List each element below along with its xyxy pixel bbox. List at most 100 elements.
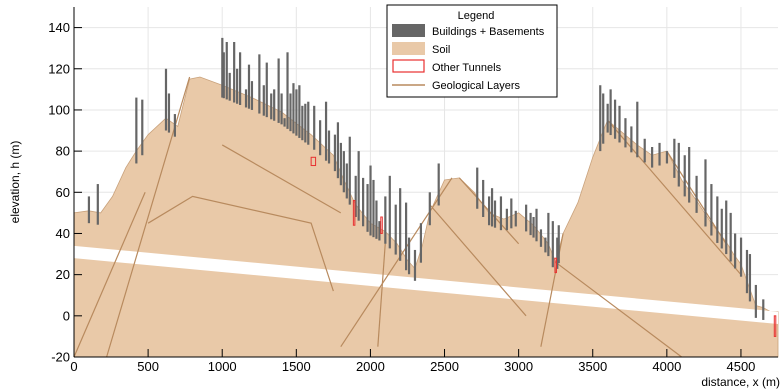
building-bar bbox=[602, 93, 605, 144]
y-tick-label: 20 bbox=[56, 267, 70, 282]
building-bar bbox=[407, 237, 411, 275]
other-tunnel bbox=[773, 315, 777, 337]
building-bar bbox=[280, 93, 283, 125]
building-bar bbox=[493, 200, 497, 228]
geological-layer-line bbox=[221, 144, 342, 214]
building-bar bbox=[606, 103, 609, 133]
legend-label-buildings: Buildings + Basements bbox=[432, 26, 545, 38]
building-bar bbox=[348, 136, 351, 205]
building-bar bbox=[173, 114, 176, 137]
building-bar bbox=[141, 99, 144, 156]
building-bar bbox=[164, 68, 168, 131]
legend-label-other-tunnels: Other Tunnels bbox=[432, 62, 502, 74]
building-bar bbox=[225, 42, 228, 100]
building-bar bbox=[375, 200, 378, 239]
geological-layer-line bbox=[555, 261, 683, 358]
building-bar bbox=[556, 237, 559, 269]
building-bar bbox=[618, 105, 621, 143]
x-tick-label: 4000 bbox=[652, 359, 681, 374]
building-bar bbox=[510, 198, 513, 229]
legend-label-soil: Soil bbox=[432, 44, 450, 56]
building-bar bbox=[135, 97, 138, 164]
building-bar bbox=[319, 120, 322, 156]
building-bar bbox=[514, 210, 517, 227]
x-ticks: 0 500 1000 1500 2000 2500 3000 3500 4000 4500 bbox=[70, 349, 755, 374]
building-bar bbox=[298, 85, 301, 138]
building-bar bbox=[428, 192, 431, 226]
building-bar bbox=[265, 62, 268, 118]
building-bar bbox=[369, 165, 372, 236]
geological-layer-line bbox=[429, 204, 527, 317]
building-bar bbox=[535, 208, 538, 242]
building-bar bbox=[301, 105, 304, 141]
x-tick-label: 2000 bbox=[356, 359, 385, 374]
other-tunnel bbox=[352, 200, 356, 226]
building-bar bbox=[745, 249, 749, 294]
building-bar bbox=[630, 126, 633, 153]
building-bar bbox=[283, 118, 286, 127]
building-bar bbox=[505, 208, 508, 231]
building-bar bbox=[599, 85, 602, 152]
building-bar bbox=[304, 103, 307, 143]
building-bar bbox=[729, 212, 732, 262]
building-bar bbox=[734, 233, 737, 269]
y-tick-label: 100 bbox=[48, 102, 70, 117]
building-bar bbox=[704, 159, 707, 227]
building-bar bbox=[292, 83, 295, 134]
building-bar bbox=[327, 130, 331, 164]
building-bar bbox=[529, 212, 532, 236]
building-bar bbox=[720, 208, 723, 249]
building-bar bbox=[333, 134, 337, 172]
white-band bbox=[74, 245, 778, 325]
building-bar bbox=[547, 212, 550, 257]
other-tunnel bbox=[380, 216, 383, 234]
building-bar bbox=[499, 196, 503, 231]
building-bar bbox=[762, 299, 765, 320]
y-tick-label: -20 bbox=[51, 350, 70, 365]
building-bar bbox=[710, 184, 713, 236]
geological-layer-line bbox=[607, 119, 742, 276]
building-bar bbox=[286, 52, 289, 129]
legend-swatch-buildings bbox=[392, 24, 425, 37]
x-tick-label: 1000 bbox=[208, 359, 237, 374]
building-bar bbox=[307, 101, 310, 145]
other-tunnel bbox=[554, 257, 557, 274]
building-bar bbox=[665, 151, 669, 164]
y-tick-label: 0 bbox=[63, 308, 70, 323]
building-bar bbox=[490, 188, 494, 227]
building-bar bbox=[482, 179, 485, 217]
building-bar bbox=[222, 52, 225, 99]
building-bar bbox=[233, 42, 236, 103]
building-bar bbox=[487, 196, 491, 226]
building-bar bbox=[394, 204, 397, 255]
geological-layer-line bbox=[377, 243, 386, 347]
building-bar bbox=[551, 221, 554, 268]
building-bar bbox=[476, 167, 479, 209]
building-bar bbox=[399, 188, 402, 261]
soil-layer bbox=[73, 76, 779, 358]
building-bar bbox=[716, 196, 719, 243]
y-tick-label: 40 bbox=[56, 226, 70, 241]
geological-layer-line bbox=[73, 192, 146, 358]
building-bar bbox=[247, 64, 251, 109]
building-bar bbox=[532, 217, 535, 238]
building-bar bbox=[96, 184, 99, 225]
building-bar bbox=[636, 101, 639, 158]
soil-area bbox=[73, 76, 779, 358]
x-tick-label: 1500 bbox=[282, 359, 311, 374]
building-bar bbox=[378, 221, 381, 241]
building-bar bbox=[167, 93, 171, 133]
y-ticks: -20 0 20 40 60 80 100 120 140 bbox=[48, 20, 82, 365]
y-tick-label: 80 bbox=[56, 144, 70, 159]
legend-label-geological-layers: Geological Layers bbox=[432, 80, 521, 92]
building-bar bbox=[236, 68, 239, 104]
building-bar bbox=[228, 72, 231, 101]
y-tick-label: 60 bbox=[56, 185, 70, 200]
building-bar bbox=[384, 196, 387, 244]
building-bar bbox=[87, 196, 91, 224]
building-bar bbox=[683, 155, 686, 197]
building-bar bbox=[357, 151, 360, 221]
x-axis-title: distance, x (m) bbox=[701, 375, 780, 389]
building-bar bbox=[413, 249, 417, 281]
